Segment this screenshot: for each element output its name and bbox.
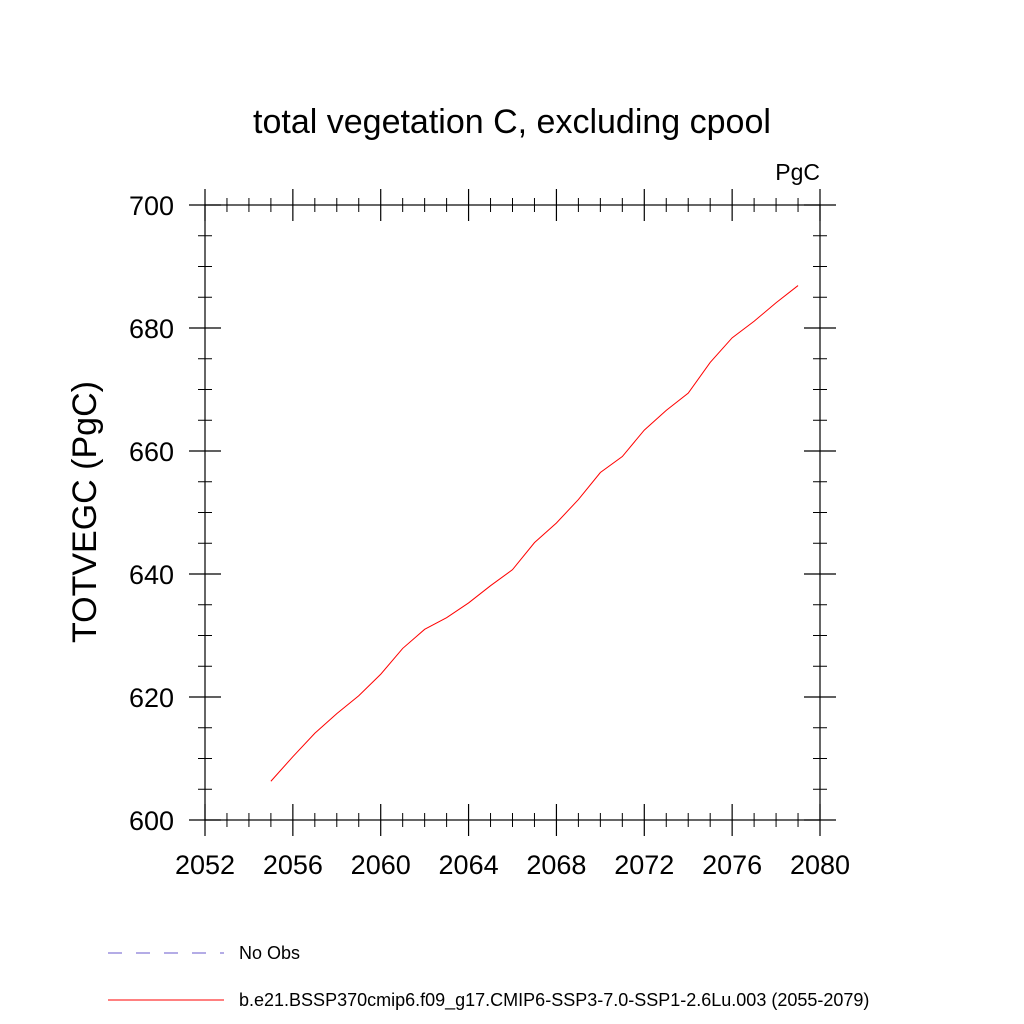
x-tick-label: 2056: [263, 850, 323, 880]
x-tick-label: 2072: [614, 850, 674, 880]
chart-title: total vegetation C, excluding cpool: [253, 103, 771, 141]
y-tick-label: 600: [129, 806, 174, 836]
series-layer: [270, 285, 799, 782]
legend-item-no-obs: No Obs: [108, 943, 300, 963]
x-tick-label: 2076: [702, 850, 762, 880]
y-tick-labels: 600 620 640 660 680 700: [129, 191, 174, 836]
y-tick-label: 700: [129, 191, 174, 221]
legend-label-model-run: b.e21.BSSP370cmip6.f09_g17.CMIP6-SSP3-7.…: [239, 990, 869, 1011]
plot-frame: [204, 204, 821, 821]
y-tick-label: 620: [129, 683, 174, 713]
y-tick-label: 680: [129, 314, 174, 344]
legend: No Obs b.e21.BSSP370cmip6.f09_g17.CMIP6-…: [108, 943, 869, 1011]
x-tick-label: 2068: [526, 850, 586, 880]
series-line-0: [270, 285, 799, 782]
x-tick-label: 2064: [439, 850, 499, 880]
y-tick-label: 660: [129, 437, 174, 467]
x-tick-label: 2052: [175, 850, 235, 880]
y-tick-label: 640: [129, 560, 174, 590]
x-tick-label: 2080: [790, 850, 850, 880]
units-label: PgC: [775, 159, 820, 185]
legend-label-no-obs: No Obs: [239, 943, 300, 963]
x-tick-labels: 2052 2056 2060 2064 2068 2072 2076 2080: [175, 850, 850, 880]
y-axis-title: TOTVEGC (PgC): [66, 381, 104, 643]
legend-item-model-run: b.e21.BSSP370cmip6.f09_g17.CMIP6-SSP3-7.…: [108, 990, 869, 1011]
x-tick-label: 2060: [351, 850, 411, 880]
minor-ticks: [198, 198, 827, 827]
major-ticks: [189, 189, 836, 836]
